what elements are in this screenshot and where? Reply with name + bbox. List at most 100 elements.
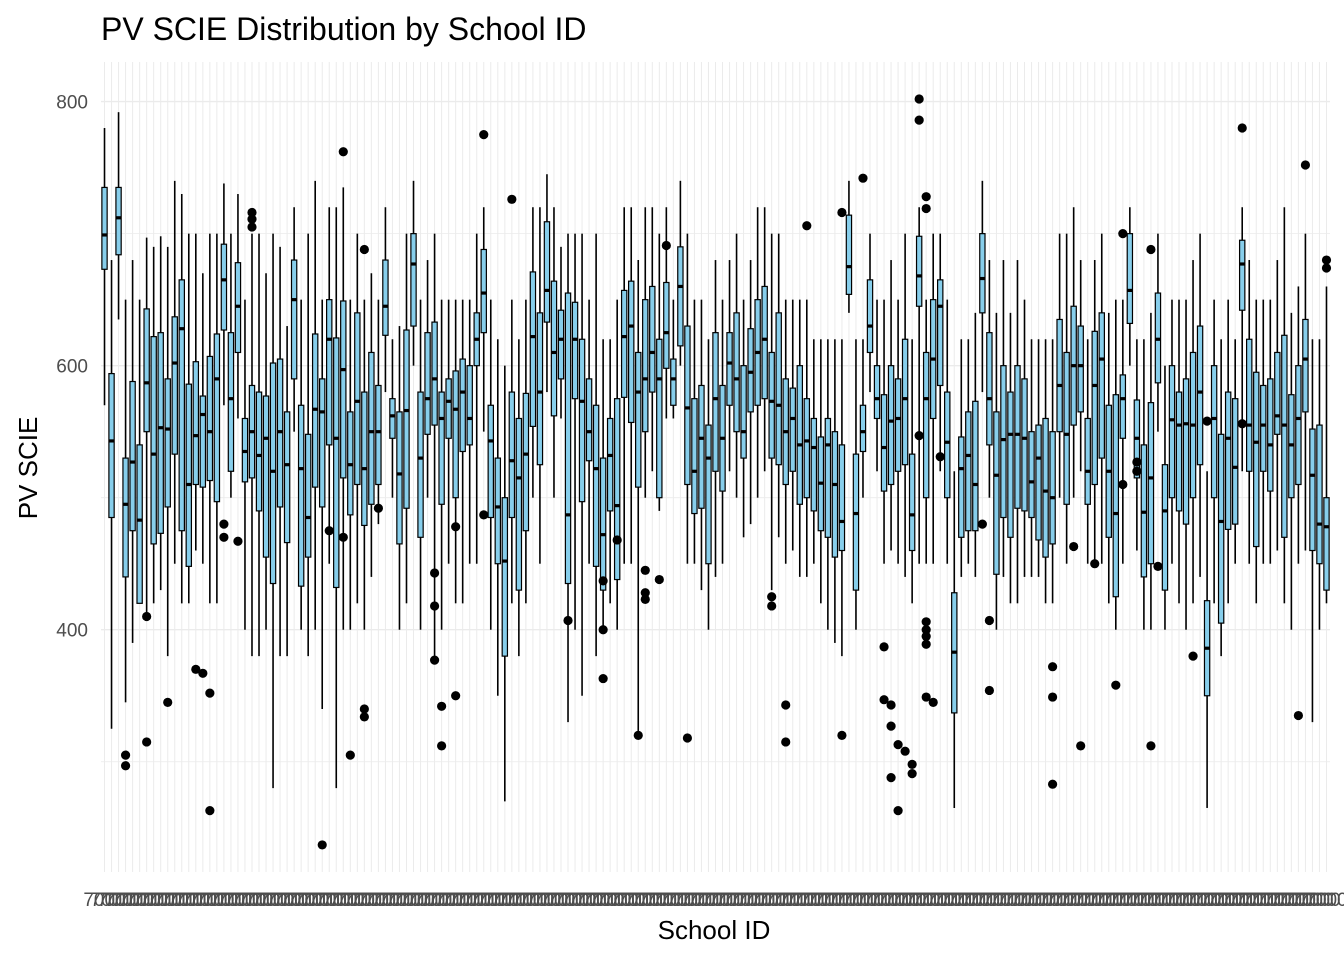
x-tick-label: 7000	[266, 890, 308, 911]
chart-title: PV SCIE Distribution by School ID	[101, 11, 587, 47]
outlier-point	[1047, 779, 1058, 789]
x-tick-label: 7000	[182, 890, 224, 911]
box-group	[1237, 123, 1247, 472]
x-tick-label: 7000	[1017, 890, 1059, 911]
box-body	[185, 383, 193, 567]
box-group	[359, 244, 369, 722]
box-group	[1253, 299, 1260, 604]
box-body	[333, 337, 340, 589]
box-group	[1267, 299, 1274, 564]
x-tick-label: 7000	[1256, 890, 1298, 911]
box-group	[705, 339, 712, 630]
box-body	[164, 378, 171, 508]
x-tick-label: 7000	[1074, 890, 1116, 911]
box-group	[1153, 233, 1163, 571]
outlier-point	[640, 588, 650, 598]
box-group	[437, 299, 447, 751]
outlier-point	[858, 173, 868, 183]
box-group	[466, 299, 473, 564]
box-group	[789, 299, 796, 551]
x-tick-label: 7000	[1172, 890, 1214, 911]
x-tick-label: 7000	[1137, 890, 1179, 911]
x-tick-label: 7000	[624, 890, 666, 911]
box-group	[1056, 233, 1063, 498]
outlier-point	[451, 691, 461, 701]
box-body	[578, 338, 586, 503]
box-group	[691, 299, 698, 564]
box-group	[649, 207, 656, 472]
box-body	[157, 332, 164, 534]
box-body	[1323, 497, 1330, 591]
box-body	[986, 332, 993, 446]
x-tick-label: 7000	[280, 890, 322, 911]
box-group	[1210, 299, 1218, 604]
box-group	[640, 207, 650, 604]
outlier-point	[1300, 160, 1311, 170]
box-body	[213, 333, 221, 503]
box-group	[1168, 299, 1176, 564]
box-body	[206, 355, 214, 482]
box-body	[1182, 378, 1190, 525]
outlier-point	[612, 535, 622, 545]
box-body	[1175, 391, 1183, 512]
box-group	[754, 207, 761, 498]
outlier-point	[907, 769, 917, 779]
outlier-point	[886, 700, 896, 710]
box-body	[592, 404, 600, 567]
x-tick-label: 7000	[1263, 890, 1305, 911]
x-tick-label: 7000	[975, 890, 1017, 911]
box-group	[984, 260, 994, 696]
x-tick-label: 7000	[1088, 890, 1130, 911]
box-group	[1111, 299, 1121, 690]
outlier-point	[451, 522, 461, 532]
box-group	[1224, 299, 1232, 604]
outlier-point	[142, 611, 152, 622]
box-group	[227, 233, 235, 498]
x-tick-label: 7000	[800, 890, 842, 911]
x-tick-label: 7000	[97, 890, 139, 911]
x-tick-label: 7000	[203, 890, 245, 911]
outlier-point	[935, 452, 945, 462]
box-body	[136, 444, 143, 604]
box-body	[1000, 365, 1007, 519]
x-tick-label: 7000	[582, 890, 624, 911]
box-body	[845, 214, 853, 295]
box-group	[389, 339, 396, 498]
box-body	[220, 243, 228, 331]
y-tick-label: 600	[56, 357, 88, 378]
box-body	[269, 362, 277, 585]
box-group	[944, 299, 951, 564]
box-layer	[101, 94, 1332, 850]
box-group	[719, 299, 726, 564]
box-group	[1293, 286, 1303, 721]
outlier-point	[373, 503, 384, 513]
box-group	[1188, 260, 1198, 661]
outlier-point	[359, 704, 369, 714]
x-tick-label: 7000	[926, 890, 968, 911]
x-tick-label: 7000	[147, 890, 189, 911]
outlier-point	[205, 688, 215, 698]
box-group	[1182, 299, 1190, 630]
x-tick-label: 7000	[498, 890, 540, 911]
box-body	[979, 233, 986, 314]
outlier-point	[507, 194, 517, 204]
y-tick-label: 400	[56, 621, 88, 642]
x-tick-label: 7000	[526, 890, 568, 911]
box-body	[1119, 374, 1127, 439]
outlier-point	[914, 115, 924, 125]
box-group	[142, 237, 152, 747]
box-body	[1021, 378, 1028, 512]
x-tick-label: 7000	[659, 890, 701, 911]
box-group	[1246, 260, 1253, 564]
box-group	[290, 207, 298, 432]
box-group	[163, 246, 173, 707]
box-body	[635, 351, 642, 488]
box-body	[670, 358, 677, 406]
x-tick-label: 7000	[807, 890, 849, 911]
box-group	[373, 299, 384, 525]
box-body	[375, 384, 382, 486]
x-tick-label: 7000	[751, 890, 793, 911]
box-group	[429, 233, 440, 665]
box-body	[1056, 318, 1063, 433]
